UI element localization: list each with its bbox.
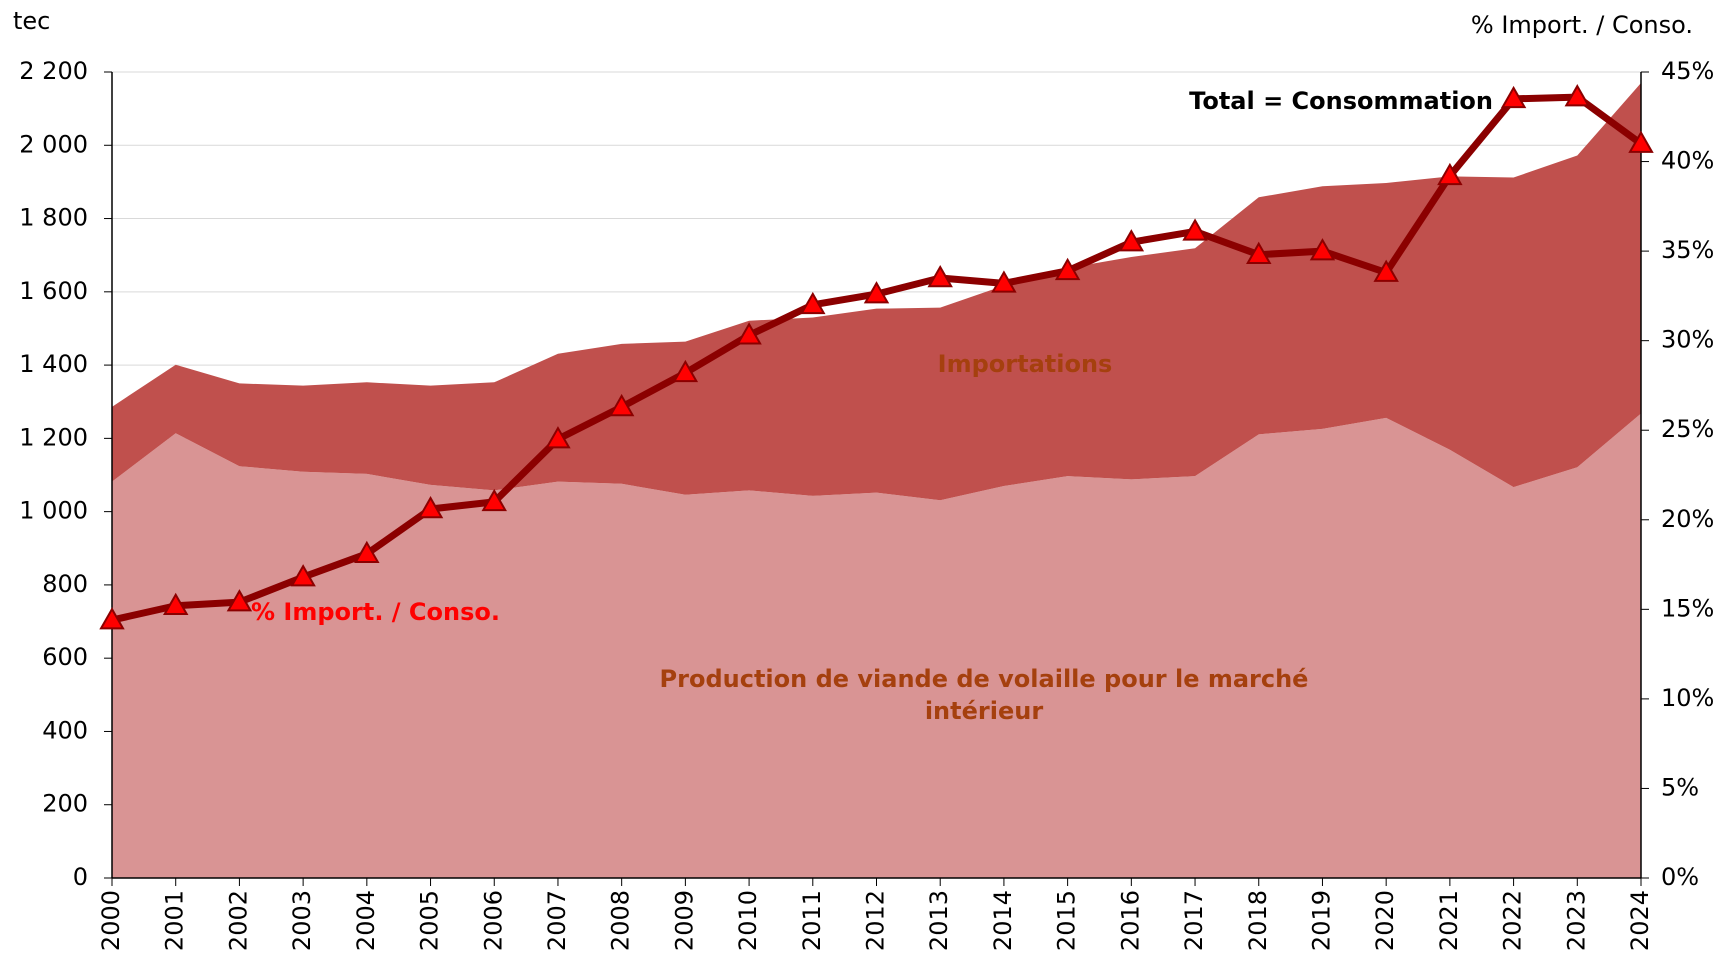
marker: [672, 359, 699, 383]
y2-tick-label: 5%: [1661, 773, 1699, 801]
y-tick-label: 0: [73, 863, 88, 891]
y2-tick-label: 0%: [1661, 863, 1699, 891]
x-tick-label: 2015: [1053, 890, 1081, 951]
marker: [608, 393, 635, 417]
marker: [290, 564, 316, 587]
marker: [1246, 241, 1272, 264]
y2-tick-label: 30%: [1661, 326, 1714, 354]
marker: [991, 270, 1017, 293]
marker: [736, 322, 762, 345]
x-tick-label: 2000: [97, 890, 125, 951]
y2-tick-label: 45%: [1661, 57, 1714, 85]
x-tick-label: 2011: [798, 890, 826, 951]
x-tick-label: 2023: [1562, 890, 1590, 951]
x-tick-label: 2014: [989, 890, 1017, 951]
marker: [863, 281, 890, 304]
y-tick-label: 400: [42, 716, 88, 744]
imports-label: Importations: [937, 350, 1113, 378]
x-tick-label: 2001: [161, 890, 189, 951]
x-tick-label: 2012: [862, 890, 890, 951]
y-tick-label: 200: [42, 790, 88, 818]
marker: [800, 291, 826, 315]
x-tick-label: 2021: [1435, 890, 1463, 951]
y-axis-title: tec: [13, 7, 50, 35]
y-tick-label: 1 400: [19, 350, 88, 378]
x-tick-label: 2022: [1499, 890, 1527, 951]
x-tick-label: 2003: [288, 890, 316, 951]
ratio-label: % Import. / Conso.: [251, 598, 500, 626]
x-tick-label: 2013: [925, 890, 953, 951]
marker: [1437, 162, 1463, 186]
x-tick-label: 2004: [352, 890, 380, 951]
y-tick-label: 1 600: [19, 277, 88, 305]
y-tick-label: 1 200: [19, 423, 88, 451]
x-tick-label: 2002: [224, 890, 252, 951]
y-tick-label: 800: [42, 570, 88, 598]
y-tick-label: 2 200: [19, 57, 88, 85]
y2-tick-label: 35%: [1661, 236, 1714, 264]
y2-tick-label: 10%: [1661, 684, 1714, 712]
y-tick-label: 1 800: [19, 204, 88, 232]
marker: [162, 592, 189, 616]
x-tick-label: 2010: [734, 890, 762, 951]
x-tick-label: 2005: [416, 890, 444, 951]
total-label: Total = Consommation: [1189, 87, 1493, 115]
y2-tick-label: 20%: [1661, 505, 1714, 533]
y-tick-label: 1 000: [19, 497, 88, 525]
x-tick-label: 2007: [543, 890, 571, 951]
marker: [1564, 84, 1591, 107]
marker: [354, 540, 380, 564]
marker: [1373, 259, 1399, 282]
marker: [1054, 257, 1081, 281]
y2-tick-label: 15%: [1661, 594, 1714, 622]
x-tick-label: 2009: [670, 890, 698, 951]
marker: [1500, 85, 1527, 109]
x-tick-label: 2018: [1244, 890, 1272, 951]
marker: [1628, 130, 1654, 153]
marker: [1118, 229, 1145, 252]
x-tick-label: 2008: [607, 890, 635, 951]
x-tick-label: 2006: [479, 890, 507, 951]
y-tick-label: 600: [42, 643, 88, 671]
marker: [1309, 238, 1336, 261]
marker: [545, 426, 571, 449]
y2-tick-label: 25%: [1661, 415, 1714, 443]
x-tick-label: 2017: [1180, 890, 1208, 951]
y2-tick-label: 40%: [1661, 147, 1714, 175]
area: [112, 82, 1641, 501]
marker: [927, 264, 953, 288]
marker: [417, 496, 444, 519]
marker: [99, 607, 125, 630]
x-tick-label: 2019: [1307, 890, 1335, 951]
x-tick-label: 2016: [1116, 890, 1144, 951]
marker: [226, 589, 253, 612]
production-label: Production de viande de volaille pour le…: [659, 665, 1309, 725]
marker: [1182, 218, 1208, 241]
area: [112, 413, 1641, 878]
marker: [481, 488, 507, 512]
x-tick-label: 2024: [1626, 890, 1654, 951]
y2-axis-title: % Import. / Conso.: [1471, 11, 1693, 39]
x-tick-label: 2020: [1371, 890, 1399, 951]
y-tick-label: 2 000: [19, 130, 88, 158]
